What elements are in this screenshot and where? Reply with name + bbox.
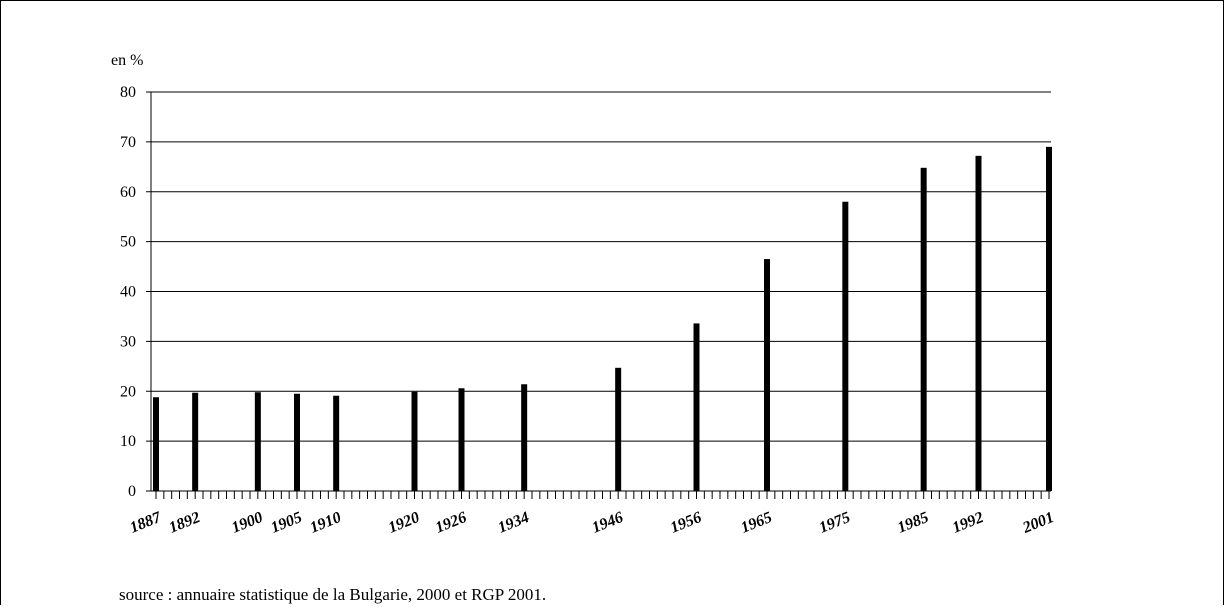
x-tick-label-1926: 1926 xyxy=(433,509,469,537)
bar-1910 xyxy=(333,395,340,491)
x-tick-label-1887: 1887 xyxy=(127,509,164,537)
bar-1965 xyxy=(764,259,770,491)
y-tick-label: 0 xyxy=(128,483,136,500)
source-note: source : annuaire statistique de la Bulg… xyxy=(119,585,547,604)
y-tick-label: 70 xyxy=(120,134,136,151)
bar-1900 xyxy=(254,392,261,491)
x-tick-label-1975: 1975 xyxy=(817,509,853,537)
x-tick-label-1956: 1956 xyxy=(668,509,704,537)
x-tick-label-1892: 1892 xyxy=(167,509,203,537)
bar-1892 xyxy=(192,392,199,491)
y-tick-label: 80 xyxy=(120,84,136,101)
y-tick-label: 30 xyxy=(120,333,136,350)
x-tick-label-1965: 1965 xyxy=(738,509,774,537)
gridlines xyxy=(151,91,1051,442)
y-axis-label: en % xyxy=(111,52,143,69)
y-tick-label: 60 xyxy=(120,184,136,201)
x-tick-label-1920: 1920 xyxy=(386,509,422,537)
bar-1934 xyxy=(521,384,528,491)
bar-1992 xyxy=(975,155,982,491)
x-tick-label-1910: 1910 xyxy=(308,509,344,537)
x-tick-label-1992: 1992 xyxy=(950,509,986,537)
bar-1956 xyxy=(693,323,700,491)
x-tick-label-1985: 1985 xyxy=(895,509,931,537)
bar-1975 xyxy=(842,201,849,491)
bar-1905 xyxy=(294,393,300,491)
bar-1926 xyxy=(458,388,465,491)
x-tick-label-1934: 1934 xyxy=(496,509,532,537)
y-tick-label: 50 xyxy=(120,234,136,251)
x-tick-label-1905: 1905 xyxy=(268,509,304,537)
y-tick-label: 40 xyxy=(120,284,136,301)
bar-1946 xyxy=(615,367,622,491)
bar-1985 xyxy=(920,167,927,491)
x-tick-label-1946: 1946 xyxy=(590,509,626,537)
y-tick-label: 10 xyxy=(120,433,136,450)
y-tick-label: 20 xyxy=(120,383,136,400)
x-tick-label-2001: 2001 xyxy=(1020,509,1057,537)
bars xyxy=(153,146,1052,492)
bar-1920 xyxy=(411,391,418,491)
bar-2001 xyxy=(1046,146,1052,492)
bar-1887 xyxy=(153,397,159,491)
x-tick-label-1900: 1900 xyxy=(229,509,265,537)
